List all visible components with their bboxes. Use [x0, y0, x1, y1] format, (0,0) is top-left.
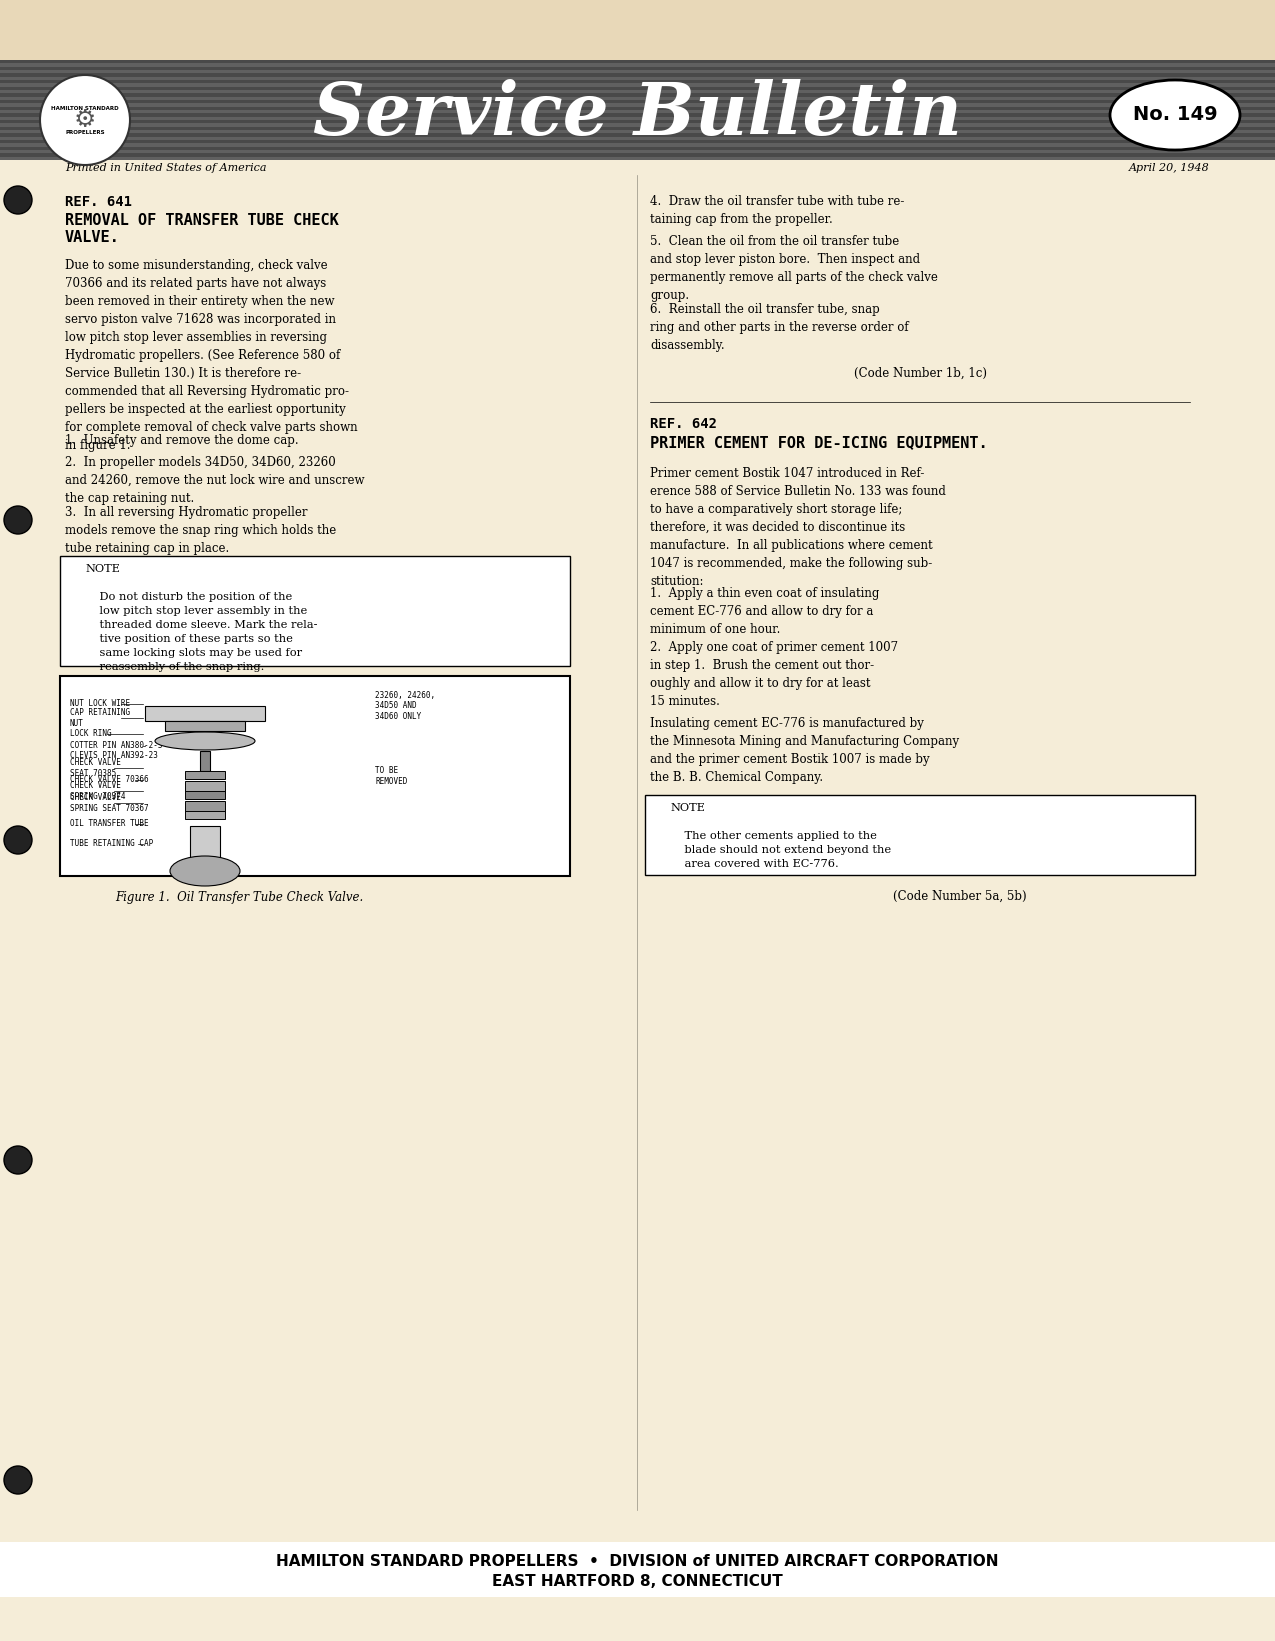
- Text: NOTE

    Do not disturb the position of the
    low pitch stop lever assembly i: NOTE Do not disturb the position of the …: [85, 565, 317, 673]
- Bar: [0, 126, 1275, 130]
- Text: ⚙: ⚙: [74, 108, 96, 131]
- Bar: [0, 123, 1275, 126]
- Ellipse shape: [170, 857, 240, 886]
- Ellipse shape: [4, 1145, 32, 1173]
- Text: Due to some misunderstanding, check valve
70366 and its related parts have not a: Due to some misunderstanding, check valv…: [65, 259, 357, 451]
- Text: No. 149: No. 149: [1132, 105, 1218, 125]
- Text: CLEVIS PIN AN392-23: CLEVIS PIN AN392-23: [70, 752, 158, 760]
- Text: Primer cement Bostik 1047 introduced in Ref-
erence 588 of Service Bulletin No. : Primer cement Bostik 1047 introduced in …: [650, 468, 946, 587]
- Text: CHECK VALVE 70366: CHECK VALVE 70366: [70, 776, 149, 784]
- Bar: [185, 811, 224, 819]
- Text: HAMILTON STANDARD: HAMILTON STANDARD: [51, 105, 119, 110]
- Bar: [0, 149, 1275, 153]
- Bar: [0, 71, 1275, 74]
- Ellipse shape: [156, 732, 255, 750]
- Text: REMOVAL OF TRANSFER TUBE CHECK
VALVE.: REMOVAL OF TRANSFER TUBE CHECK VALVE.: [65, 213, 339, 246]
- Text: (Code Number 5a, 5b): (Code Number 5a, 5b): [894, 889, 1026, 903]
- Bar: [0, 139, 1275, 143]
- Bar: [0, 97, 1275, 100]
- Bar: [0, 143, 1275, 146]
- Bar: [0, 110, 1275, 113]
- Text: PRIMER CEMENT FOR DE-ICING EQUIPMENT.: PRIMER CEMENT FOR DE-ICING EQUIPMENT.: [650, 435, 988, 450]
- Text: EAST HARTFORD 8, CONNECTICUT: EAST HARTFORD 8, CONNECTICUT: [492, 1574, 783, 1590]
- Text: CHECK VALVE
SEAT 70385: CHECK VALVE SEAT 70385: [70, 758, 121, 778]
- Ellipse shape: [4, 505, 32, 533]
- Ellipse shape: [4, 1465, 32, 1493]
- Ellipse shape: [1111, 80, 1241, 149]
- Bar: [0, 77, 1275, 80]
- Bar: [0, 130, 1275, 133]
- Bar: [0, 120, 1275, 123]
- Text: CHECK VALVE
SPRING 70374: CHECK VALVE SPRING 70374: [70, 781, 125, 801]
- Text: OIL TRANSFER TUBE: OIL TRANSFER TUBE: [70, 819, 149, 829]
- Bar: [200, 752, 210, 771]
- Text: COTTER PIN AN380-2-3: COTTER PIN AN380-2-3: [70, 742, 162, 750]
- Text: 1.  Apply a thin even coat of insulating
cement EC-776 and allow to dry for a
mi: 1. Apply a thin even coat of insulating …: [650, 587, 880, 637]
- Text: Figure 1.  Oil Transfer Tube Check Valve.: Figure 1. Oil Transfer Tube Check Valve.: [115, 891, 363, 904]
- Text: REF. 642: REF. 642: [650, 417, 717, 432]
- Bar: [60, 556, 570, 666]
- Text: NUT LOCK WIRE: NUT LOCK WIRE: [70, 699, 130, 709]
- Bar: [0, 67, 1275, 71]
- Bar: [0, 136, 1275, 139]
- Bar: [0, 133, 1275, 136]
- Text: Printed in United States of America: Printed in United States of America: [65, 162, 266, 172]
- Text: 4.  Draw the oil transfer tube with tube re-
taining cap from the propeller.: 4. Draw the oil transfer tube with tube …: [650, 195, 904, 226]
- Bar: [0, 61, 1275, 161]
- Bar: [0, 61, 1275, 64]
- Bar: [185, 781, 224, 793]
- Text: Insulating cement EC-776 is manufactured by
the Minnesota Mining and Manufacturi: Insulating cement EC-776 is manufactured…: [650, 717, 959, 784]
- Bar: [0, 64, 1275, 67]
- Text: 5.  Clean the oil from the oil transfer tube
and stop lever piston bore.  Then i: 5. Clean the oil from the oil transfer t…: [650, 235, 938, 302]
- Bar: [145, 706, 265, 720]
- Bar: [0, 90, 1275, 94]
- Bar: [0, 87, 1275, 90]
- Bar: [185, 771, 224, 779]
- Ellipse shape: [4, 185, 32, 213]
- Text: April 20, 1948: April 20, 1948: [1130, 162, 1210, 172]
- Ellipse shape: [40, 75, 130, 166]
- Text: CHECK VALVE
SPRING SEAT 70367: CHECK VALVE SPRING SEAT 70367: [70, 793, 149, 812]
- Bar: [0, 94, 1275, 97]
- Text: TO BE
REMOVED: TO BE REMOVED: [375, 766, 408, 786]
- Bar: [0, 146, 1275, 149]
- Bar: [185, 791, 224, 799]
- Bar: [0, 156, 1275, 161]
- Text: LOCK RING: LOCK RING: [70, 730, 112, 738]
- Bar: [0, 0, 1275, 61]
- Bar: [0, 84, 1275, 87]
- Text: TUBE RETAINING CAP: TUBE RETAINING CAP: [70, 840, 153, 848]
- Text: REF. 641: REF. 641: [65, 195, 133, 208]
- Bar: [0, 1543, 1275, 1597]
- Text: HAMILTON STANDARD PROPELLERS  •  DIVISION of UNITED AIRCRAFT CORPORATION: HAMILTON STANDARD PROPELLERS • DIVISION …: [275, 1554, 998, 1569]
- Text: 2.  Apply one coat of primer cement 1007
in step 1.  Brush the cement out thor-
: 2. Apply one coat of primer cement 1007 …: [650, 642, 898, 707]
- Bar: [0, 117, 1275, 120]
- Bar: [0, 100, 1275, 103]
- Bar: [0, 153, 1275, 156]
- Text: 6.  Reinstall the oil transfer tube, snap
ring and other parts in the reverse or: 6. Reinstall the oil transfer tube, snap…: [650, 304, 909, 353]
- Bar: [0, 107, 1275, 110]
- Text: NOTE

    The other cements applied to the
    blade should not extend beyond th: NOTE The other cements applied to the bl…: [669, 802, 891, 870]
- Bar: [0, 80, 1275, 84]
- Bar: [185, 801, 224, 812]
- Text: CAP RETAINING
NUT: CAP RETAINING NUT: [70, 709, 130, 727]
- Text: Service Bulletin: Service Bulletin: [312, 79, 961, 151]
- Text: 1.  Unsafety and remove the dome cap.: 1. Unsafety and remove the dome cap.: [65, 433, 298, 446]
- Bar: [0, 103, 1275, 107]
- Bar: [645, 794, 1195, 875]
- Bar: [60, 676, 570, 876]
- Bar: [164, 720, 245, 730]
- Text: (Code Number 1b, 1c): (Code Number 1b, 1c): [853, 368, 987, 381]
- Bar: [190, 825, 221, 866]
- Text: 2.  In propeller models 34D50, 34D60, 23260
and 24260, remove the nut lock wire : 2. In propeller models 34D50, 34D60, 232…: [65, 456, 365, 505]
- Text: 3.  In all reversing Hydromatic propeller
models remove the snap ring which hold: 3. In all reversing Hydromatic propeller…: [65, 505, 337, 555]
- Text: PROPELLERS: PROPELLERS: [65, 131, 105, 136]
- Ellipse shape: [4, 825, 32, 853]
- Bar: [0, 113, 1275, 117]
- Text: 23260, 24260,
34D50 AND
34D60 ONLY: 23260, 24260, 34D50 AND 34D60 ONLY: [375, 691, 435, 720]
- Bar: [0, 74, 1275, 77]
